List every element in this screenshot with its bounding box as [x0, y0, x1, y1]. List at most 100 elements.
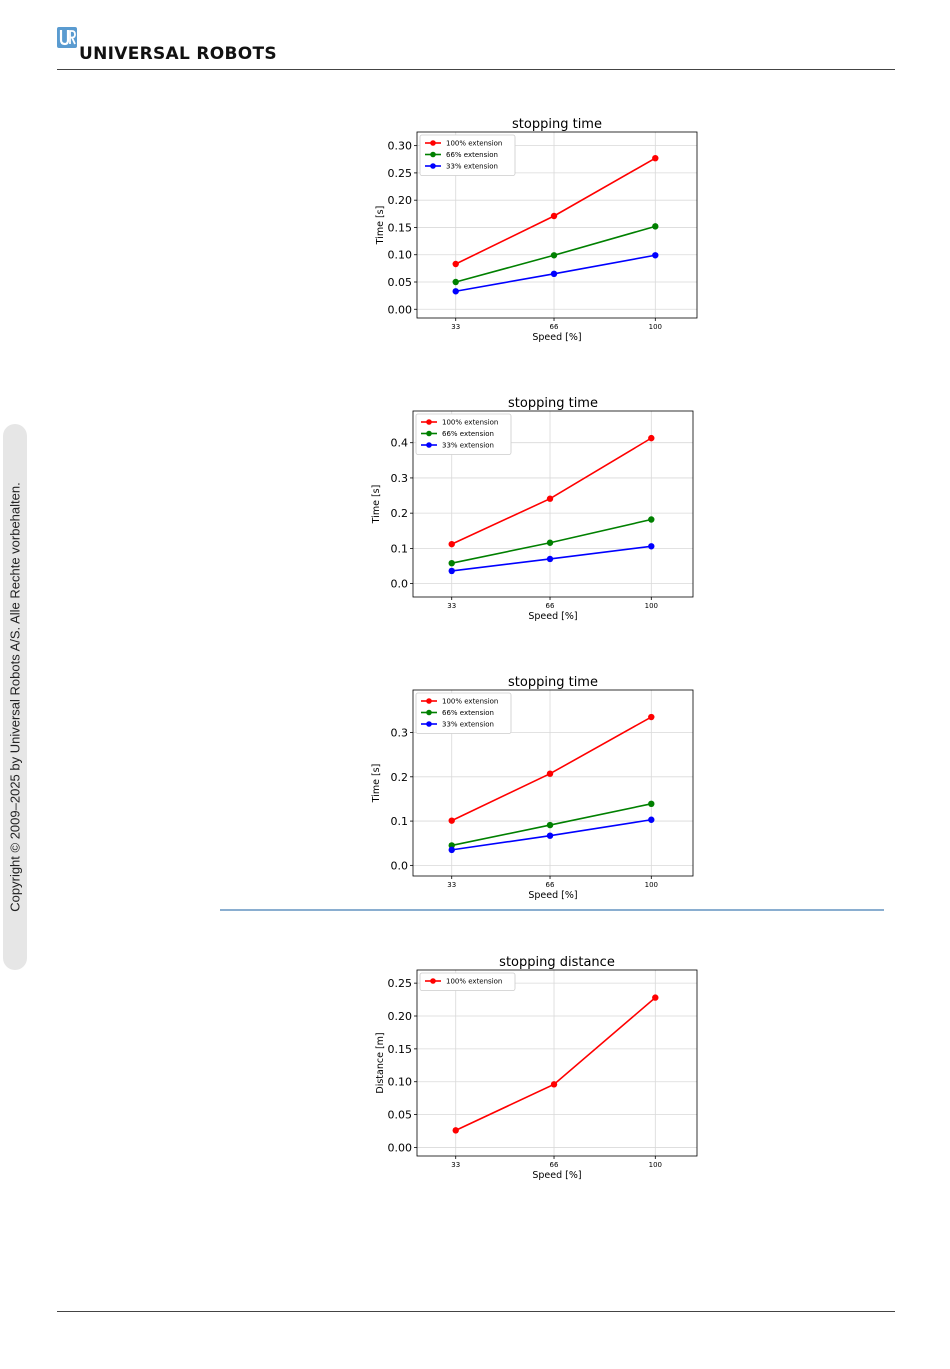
data-point [546, 821, 554, 829]
y-tick-label: 0.30 [388, 140, 413, 153]
data-point [648, 434, 655, 442]
legend-marker [430, 978, 436, 984]
data-point [452, 288, 459, 295]
y-axis-label: Time [s] [375, 206, 386, 246]
x-tick-label: 100 [645, 881, 658, 889]
data-point [652, 223, 659, 230]
data-point [550, 252, 558, 259]
y-tick-label: 0.25 [388, 167, 413, 180]
legend-box [419, 134, 516, 176]
legend-marker [426, 442, 432, 448]
legend-label: 66% extension [446, 151, 498, 159]
x-tick-label: 100 [645, 602, 658, 610]
legend-marker [430, 151, 436, 158]
y-tick-label: 0.3 [391, 472, 409, 485]
x-axis-label: Speed [%] [528, 890, 577, 901]
chart-title: stopping time [512, 117, 602, 132]
data-point [452, 260, 459, 268]
x-tick-label: 66 [550, 1161, 559, 1169]
legend-label: 66% extension [442, 709, 494, 717]
x-tick-label: 66 [550, 323, 559, 331]
legend-label: 100% extension [442, 419, 498, 427]
y-tick-label: 0.00 [388, 1141, 413, 1154]
stopping-time-chart-2: 33 66 100 0.0 0.1 0.2 0.3 0.4 stopping time Speed… [371, 396, 694, 622]
legend-marker [426, 430, 432, 437]
chart-title: stopping time [508, 675, 598, 690]
legend-label: 33% extension [446, 163, 498, 171]
x-tick-label: 66 [546, 881, 555, 889]
data-point [546, 832, 554, 839]
legend-label: 100% extension [442, 698, 498, 706]
data-point [546, 539, 554, 546]
legend-box [415, 692, 512, 734]
ur-logo-icon [57, 27, 77, 48]
x-tick-label: 33 [451, 323, 460, 331]
y-tick-label: 0.1 [391, 542, 409, 555]
y-tick-label: 0.10 [388, 249, 413, 262]
section-divider [220, 909, 884, 911]
data-point [448, 846, 455, 854]
data-point [652, 994, 659, 1001]
copyright-text: Copyright © 2009–2025 by Universal Robot… [7, 482, 23, 912]
legend-marker [430, 140, 436, 146]
y-tick-label: 0.20 [388, 1010, 413, 1023]
plot-frame [416, 131, 698, 319]
data-point [648, 516, 655, 523]
x-tick-label: 100 [649, 1161, 662, 1169]
data-point [448, 559, 455, 567]
chart-title: stopping distance [499, 955, 615, 970]
plot-frame [416, 969, 698, 1157]
y-tick-label: 0.2 [391, 771, 409, 784]
legend-label: 33% extension [442, 442, 494, 450]
data-point [452, 278, 459, 286]
plot-frame [412, 410, 694, 598]
x-tick-label: 33 [451, 1161, 460, 1169]
footer-divider [57, 1311, 895, 1312]
legend-box [419, 972, 516, 991]
data-point [546, 555, 554, 563]
data-point [448, 540, 455, 548]
stopping-time-chart-1: 33 66 100 0.00 0.05 0.10 0.15 0.20 0.25 0.30 stopp… [375, 117, 698, 343]
legend-marker [430, 163, 436, 169]
data-point [652, 154, 659, 162]
legend-marker [426, 698, 432, 704]
x-tick-label: 33 [447, 881, 456, 889]
legend-marker [426, 419, 432, 425]
y-tick-label: 0.25 [388, 977, 413, 990]
y-tick-label: 0.0 [391, 859, 409, 872]
page-header: UNIVERSAL ROBOTS [57, 27, 895, 70]
stopping-time-chart-3: 33 66 100 0.0 0.1 0.2 0.3 stopping time Speed [%… [371, 675, 694, 901]
copyright-tab [3, 424, 27, 970]
legend-marker [426, 709, 432, 716]
data-point [448, 842, 455, 849]
legend-label: 66% extension [442, 430, 494, 438]
x-tick-label: 100 [649, 323, 662, 331]
y-tick-label: 0.05 [388, 1109, 413, 1122]
y-axis-label: Time [s] [371, 764, 382, 804]
header-divider [57, 69, 895, 70]
data-point [550, 1081, 558, 1088]
legend-marker [426, 721, 432, 727]
data-point [448, 817, 455, 824]
data-point [448, 567, 455, 575]
y-tick-label: 0.15 [388, 1043, 413, 1056]
series-line [455, 996, 656, 1132]
y-tick-label: 0.00 [388, 303, 413, 316]
x-tick-label: 33 [447, 602, 456, 610]
y-tick-label: 0.10 [388, 1076, 413, 1089]
y-axis-label: Time [s] [371, 485, 382, 525]
x-axis-label: Speed [%] [532, 332, 581, 343]
y-tick-label: 0.05 [388, 276, 413, 289]
y-tick-label: 0.3 [391, 727, 409, 740]
legend-label: 33% extension [442, 721, 494, 729]
data-point [648, 713, 655, 721]
y-tick-label: 0.0 [391, 578, 409, 591]
y-tick-label: 0.15 [388, 221, 413, 234]
y-tick-label: 0.2 [391, 507, 409, 520]
data-point [546, 495, 554, 502]
data-point [452, 1127, 459, 1134]
data-point [546, 770, 554, 777]
chart-title: stopping time [508, 396, 598, 411]
legend-label: 100% extension [446, 140, 502, 148]
brand-name: UNIVERSAL ROBOTS [79, 44, 277, 64]
